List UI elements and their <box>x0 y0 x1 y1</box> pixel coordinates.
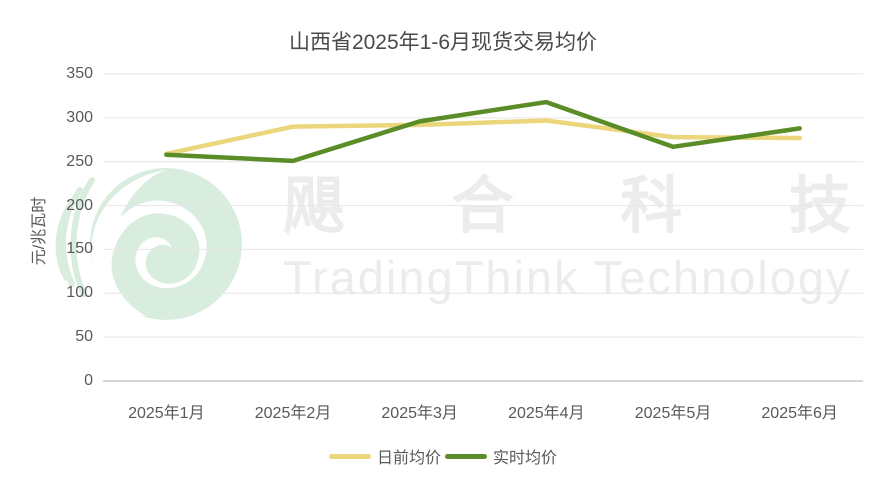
watermark-chinese: 飓合科技 <box>283 172 851 241</box>
y-tick-label: 250 <box>66 152 93 170</box>
x-tick-label: 2025年4月 <box>508 405 585 422</box>
x-tick-label: 2025年5月 <box>634 405 712 422</box>
x-tick-label: 2025年6月 <box>761 405 838 422</box>
y-tick-label: 50 <box>75 328 93 346</box>
legend-label-day-ahead: 日前均价 <box>376 450 441 467</box>
y-tick-label: 150 <box>66 240 93 258</box>
x-tick-label: 2025年3月 <box>381 405 458 422</box>
x-tick-label: 2025年1月 <box>128 405 205 422</box>
legend-label-realtime: 实时均价 <box>493 450 558 467</box>
y-tick-label: 100 <box>66 284 93 302</box>
chart-title: 山西省2025年1-6月现货交易均价 <box>288 31 598 54</box>
legend: 日前均价 实时均价 <box>0 444 886 468</box>
y-tick-label: 350 <box>66 65 93 82</box>
legend-line-swatch-day-ahead <box>328 453 371 459</box>
y-tick-label: 0 <box>84 372 93 389</box>
watermark-text: 飓合科技 TradingThink Technology <box>283 172 886 302</box>
y-tick-label: 300 <box>66 108 93 126</box>
legend-line-swatch-realtime <box>445 453 487 459</box>
legend-item-day-ahead-price[interactable]: 日前均价 <box>328 444 441 468</box>
y-tick-label: 200 <box>66 196 93 214</box>
legend-item-realtime-price[interactable]: 实时均价 <box>445 444 557 468</box>
x-tick-label: 2025年2月 <box>254 405 332 422</box>
